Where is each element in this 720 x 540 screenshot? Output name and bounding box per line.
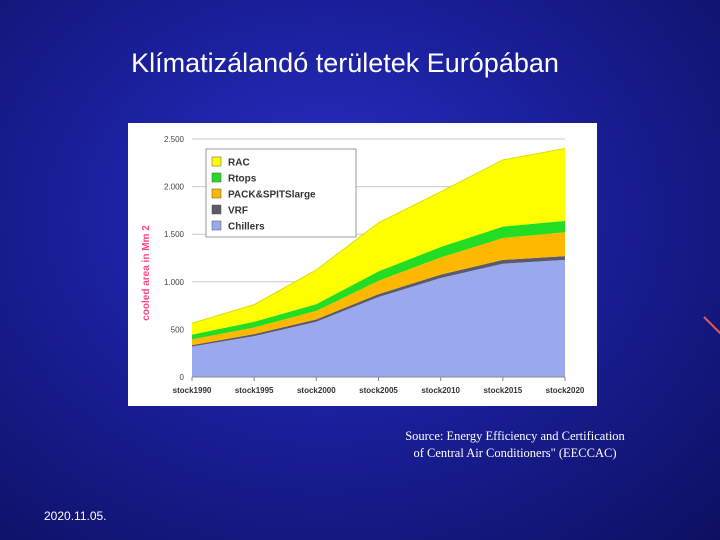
decorative-line [703,316,720,338]
legend-box [205,148,357,238]
legend-label: Rtops [228,174,257,185]
legend-swatch [211,188,222,199]
x-tick-label: stock2000 [297,386,336,395]
y-tick-label: 500 [171,325,185,334]
x-tick-label: stock1995 [235,386,274,395]
chart-frame: 0 500 1.000 1.500 2.000 2.500 stock1990 stock1… [128,123,597,406]
source-line-1: Source: Energy Efficiency and Certificat… [405,429,625,443]
area-rac [192,148,565,335]
chart-legend: RAC Rtops PACK&SPITSlarge VRF Chillers [205,148,357,238]
legend-label: PACK&SPITSlarge [228,190,316,201]
legend-swatch [211,220,222,231]
legend-swatch [211,204,222,215]
y-tick-label: 1.000 [164,278,185,287]
y-tick-label: 0 [180,373,185,382]
area-rtops [192,220,565,340]
slide-date: 2020.11.05. [44,509,107,523]
legend-swatch [211,172,222,183]
area-chillers [192,259,565,377]
x-tick-label: stock2010 [421,386,460,395]
legend-label: RAC [228,158,250,169]
total-outline [191,148,566,324]
y-tick-label: 1.500 [164,230,185,239]
legend-swatch [211,156,222,167]
y-axis-label: cooled area in Mm 2 [141,225,152,321]
legend-label: VRF [228,206,248,217]
x-tick-label: stock2020 [546,386,585,395]
area-pack-spitslarge [192,232,565,346]
slide-title: Klímatizálandó területek Európában [131,48,559,78]
x-tick-label: stock1990 [173,386,212,395]
y-tick-label: 2.000 [164,183,185,192]
y-tick-label: 2.500 [164,135,185,144]
x-tick-label: stock2015 [483,386,522,395]
stacked-area-chart: 0 500 1.000 1.500 2.000 2.500 stock1990 stock1… [141,135,585,395]
source-note: Source: Energy Efficiency and Certificat… [380,428,650,462]
x-tick-label: stock2005 [359,386,398,395]
legend-label: Chillers [228,222,265,233]
source-line-2: of Central Air Conditioners" (EECCAC) [413,446,617,460]
